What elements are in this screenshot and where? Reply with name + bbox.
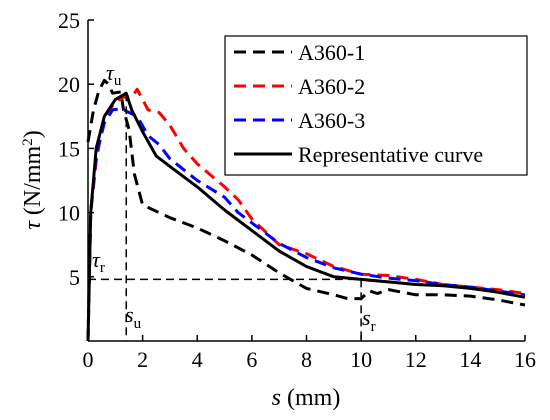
x-tick-label: 8: [301, 347, 312, 372]
legend-box: [224, 35, 528, 176]
x-tick-label: 6: [246, 347, 257, 372]
y-tick-label: 10: [58, 201, 80, 226]
x-tick-label: 4: [192, 347, 203, 372]
x-tick-label: 2: [137, 347, 148, 372]
x-tick-label: 12: [405, 347, 427, 372]
series-line-representative-curve: [86, 91, 526, 342]
tau-u-label: τu: [106, 60, 122, 89]
y-axis-title: τ (N/mm2): [20, 130, 46, 229]
x-tick-label: 16: [514, 347, 536, 372]
s-r-label: sr: [362, 305, 376, 335]
x-axis-title: s (mm): [272, 385, 341, 411]
x-ticks: 0 2 4 6 8 10 12 14 16: [83, 335, 536, 372]
tau-r-label: τr: [92, 247, 105, 276]
series-line-a360-2: [86, 87, 526, 342]
s-u-label: su: [125, 302, 142, 332]
legend-label-representative-curve: Representative curve: [298, 142, 483, 167]
legend-label-a360-3: A360-3: [298, 108, 365, 133]
x-tick-label: 14: [459, 347, 481, 372]
legend-label-a360-2: A360-2: [298, 74, 365, 99]
y-tick-label: 25: [58, 8, 80, 33]
series-line-a360-3: [86, 107, 526, 342]
series-line-a360-1: [86, 78, 526, 307]
legend: A360-1 A360-2 A360-3 Representative curve: [224, 35, 528, 176]
x-tick-label: 10: [350, 347, 372, 372]
y-tick-label: 5: [69, 265, 80, 290]
x-tick-label: 0: [83, 347, 94, 372]
y-ticks: 5 10 15 20 25: [58, 8, 94, 290]
y-tick-label: 15: [58, 136, 80, 161]
y-tick-label: 20: [58, 72, 80, 97]
curves: [86, 78, 526, 342]
annotation-guides: [88, 93, 362, 341]
legend-label-a360-1: A360-1: [298, 40, 365, 65]
